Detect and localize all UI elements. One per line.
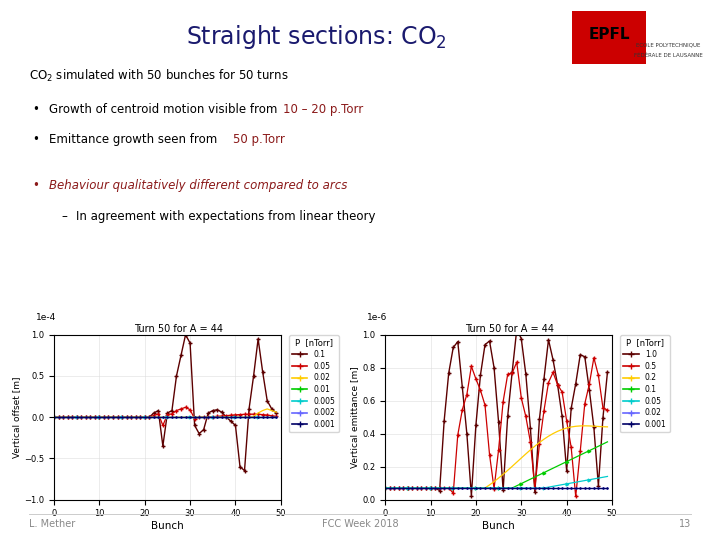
Text: 1e-4: 1e-4 [36,313,56,322]
Text: Growth of centroid motion visible from: Growth of centroid motion visible from [49,103,281,116]
Text: Emittance growth seen from: Emittance growth seen from [49,133,221,146]
Text: •: • [32,103,40,116]
Legend: 0.1, 0.05, 0.02, 0.01, 0.005, 0.002, 0.001: 0.1, 0.05, 0.02, 0.01, 0.005, 0.002, 0.0… [289,335,338,432]
Text: L. Mether: L. Mether [29,519,75,530]
Y-axis label: Vertical emittance [m]: Vertical emittance [m] [351,366,359,468]
Text: 1e-6: 1e-6 [367,313,387,322]
Text: 13: 13 [679,519,691,530]
Text: •: • [32,179,40,192]
Title: Turn 50 for A = 44: Turn 50 for A = 44 [465,324,554,334]
Y-axis label: Vertical offset [m]: Vertical offset [m] [12,376,22,458]
Text: Behaviour qualitatively different compared to arcs: Behaviour qualitatively different compar… [49,179,347,192]
Text: 10 – 20 p.Torr: 10 – 20 p.Torr [283,103,363,116]
Bar [572,11,646,64]
Text: In agreement with expectations from linear theory: In agreement with expectations from line… [76,210,375,223]
Title: Turn 50 for A = 44: Turn 50 for A = 44 [134,324,223,334]
Text: EPFL: EPFL [589,27,631,42]
Text: FÉDÉRALE DE LAUSANNE: FÉDÉRALE DE LAUSANNE [634,53,703,58]
X-axis label: Bunch: Bunch [482,521,515,531]
X-axis label: Bunch: Bunch [151,521,184,531]
Text: CO$_2$ simulated with 50 bunches for 50 turns: CO$_2$ simulated with 50 bunches for 50 … [29,68,289,84]
Text: –: – [61,210,67,223]
Text: FCC Week 2018: FCC Week 2018 [322,519,398,530]
Text: •: • [32,133,40,146]
Text: ECOLE POLYTECHNIQUE: ECOLE POLYTECHNIQUE [636,43,701,48]
Text: 50 p.Torr: 50 p.Torr [233,133,284,146]
Legend: 1.0, 0.5, 0.2, 0.1, 0.05, 0.02, 0.001: 1.0, 0.5, 0.2, 0.1, 0.05, 0.02, 0.001 [621,335,670,432]
Text: Straight sections: CO$_2$: Straight sections: CO$_2$ [186,23,447,51]
